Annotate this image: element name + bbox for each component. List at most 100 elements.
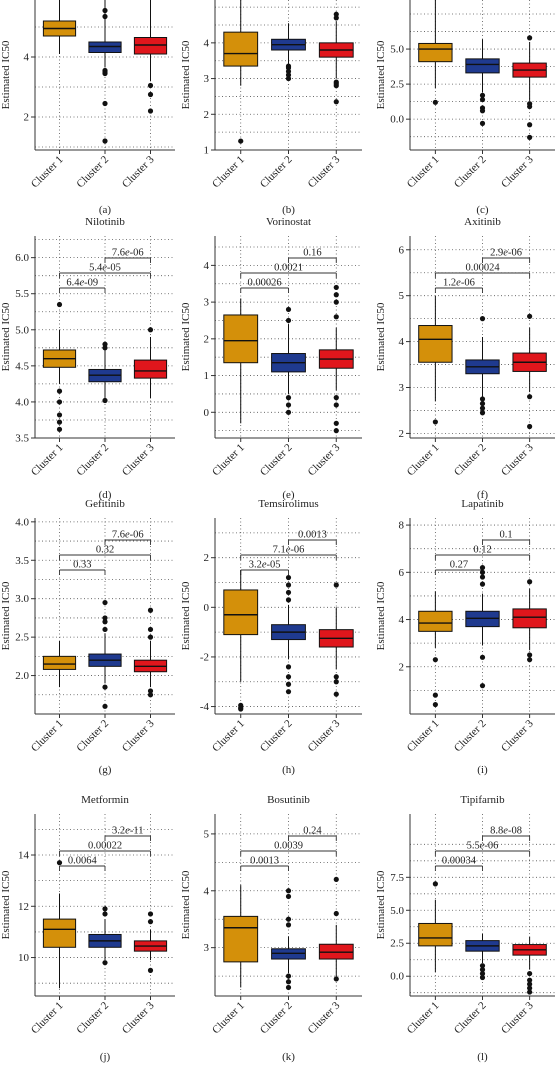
panel-caption: (l)	[477, 1051, 488, 1063]
box-cluster-1	[223, 915, 259, 963]
x-tick-label: Cluster 3	[120, 153, 157, 190]
outlier-point	[527, 981, 533, 987]
y-axis-label: Estimated IC50	[0, 870, 12, 939]
p-value-label: 0.00034	[442, 856, 477, 867]
p-value-label: 0.27	[450, 560, 468, 571]
outlier-point	[479, 396, 486, 402]
p-value-label: 5.4e-05	[89, 263, 121, 274]
outlier-point	[333, 292, 339, 298]
chart-panel-e: 0 1 2 3 4 Estimated IC50 Vorinostat 0.00026 0.00…	[180, 216, 362, 501]
y-tick-label: 4	[204, 260, 210, 272]
y-tick-label: 0.0	[390, 971, 404, 983]
box-cluster-1	[42, 655, 77, 670]
p-value-label: 5.5e-06	[467, 841, 499, 852]
p-value-label: 1.2e-06	[443, 278, 475, 289]
p-value-label: 0.1	[500, 530, 513, 541]
x-tick-label: Cluster 3	[306, 441, 343, 478]
outlier-point	[333, 395, 339, 401]
outlier-point	[56, 301, 63, 308]
box-cluster-1	[418, 610, 453, 632]
box-cluster-1	[418, 42, 453, 63]
outlier-point	[102, 960, 108, 966]
outlier-point	[479, 974, 486, 981]
panel-caption: (c)	[476, 204, 489, 216]
outlier-point	[527, 35, 533, 41]
outlier-point	[56, 426, 63, 432]
outlier-point	[102, 7, 108, 14]
y-tick-label: 5	[399, 290, 405, 302]
y-tick-label: 2	[204, 109, 210, 121]
p-value-label: 0.00022	[88, 841, 122, 852]
outlier-point	[432, 881, 438, 887]
outlier-point	[285, 395, 292, 401]
outlier-point	[102, 341, 108, 347]
outlier-point	[333, 679, 339, 685]
outlier-point	[102, 619, 108, 625]
outlier-point	[479, 574, 486, 580]
panel-caption: (b)	[282, 204, 295, 216]
y-tick-label: 1	[204, 370, 210, 382]
x-tick-label: Cluster 1	[29, 154, 66, 191]
y-tick-label: 4.0	[15, 516, 29, 528]
outlier-point	[479, 963, 486, 969]
y-tick-label: 2.0	[15, 670, 29, 682]
p-value-label: 3.2e-11	[112, 826, 143, 837]
x-tick-label: Cluster 2	[74, 1000, 111, 1037]
chart-title: Axitinib	[464, 216, 501, 228]
panel-caption: (k)	[282, 1051, 295, 1063]
p-value-label: 2.9e-06	[490, 248, 522, 259]
outlier-point	[102, 70, 108, 77]
outlier-point	[333, 15, 339, 21]
chart-title: Gefitinib	[85, 498, 125, 510]
y-axis-label: Estimated IC50	[0, 40, 12, 109]
outlier-point	[285, 893, 292, 900]
outlier-point	[102, 911, 108, 917]
y-tick-label: 6.0	[15, 252, 29, 264]
outlier-point	[285, 984, 292, 991]
outlier-point	[432, 701, 438, 708]
y-tick-label: 2.5	[390, 79, 404, 91]
p-value-label: 0.16	[303, 248, 321, 259]
y-axis-label: Estimated IC50	[375, 581, 387, 650]
outlier-point	[333, 284, 339, 291]
y-tick-label: 5.0	[390, 44, 404, 56]
y-tick-label: 12	[18, 901, 29, 913]
x-tick-label: Cluster 3	[306, 999, 343, 1036]
chart-title: Tipifarnib	[460, 794, 505, 806]
box-cluster-3	[512, 608, 547, 629]
outlier-point	[285, 689, 292, 695]
box-cluster-2	[88, 41, 122, 53]
y-tick-label: 2	[399, 661, 405, 673]
outlier-point	[147, 82, 154, 89]
outlier-point	[285, 674, 292, 680]
y-axis-label: Estimated IC50	[180, 581, 192, 650]
box-cluster-1	[418, 922, 453, 947]
outlier-point	[333, 910, 339, 917]
y-axis-label: Estimated IC50	[180, 40, 192, 109]
chart-title: Bosutinib	[267, 794, 310, 806]
x-tick-label: Cluster 2	[258, 718, 295, 755]
box-cluster-1	[223, 589, 259, 636]
panel-caption: (g)	[99, 764, 112, 776]
x-tick-label: Cluster 1	[210, 718, 247, 755]
outlier-point	[102, 138, 108, 144]
y-tick-label: 2	[204, 333, 210, 345]
p-value-label: 0.0021	[274, 263, 303, 274]
outlier-point	[56, 412, 63, 418]
chart-title: Vorinostat	[266, 216, 311, 228]
y-tick-label: 4	[399, 614, 405, 626]
y-tick-label: -2	[200, 651, 209, 663]
outlier-point	[102, 345, 108, 351]
outlier-point	[527, 970, 533, 977]
x-tick-label: Cluster 1	[210, 1000, 247, 1037]
outlier-point	[479, 405, 486, 411]
outlier-point	[479, 400, 486, 407]
box-cluster-1	[42, 918, 77, 948]
outlier-point	[527, 134, 533, 140]
y-tick-label: 5.0	[15, 324, 29, 336]
chart-panel-d: 3.5 4.0 4.5 5.0 5.5 6.0 Estimated IC50 Nilotini…	[0, 216, 175, 501]
outlier-point	[527, 103, 533, 110]
x-tick-label: Cluster 1	[210, 154, 247, 191]
x-tick-label: Cluster 1	[29, 442, 66, 479]
y-tick-label: 4.5	[15, 360, 29, 372]
